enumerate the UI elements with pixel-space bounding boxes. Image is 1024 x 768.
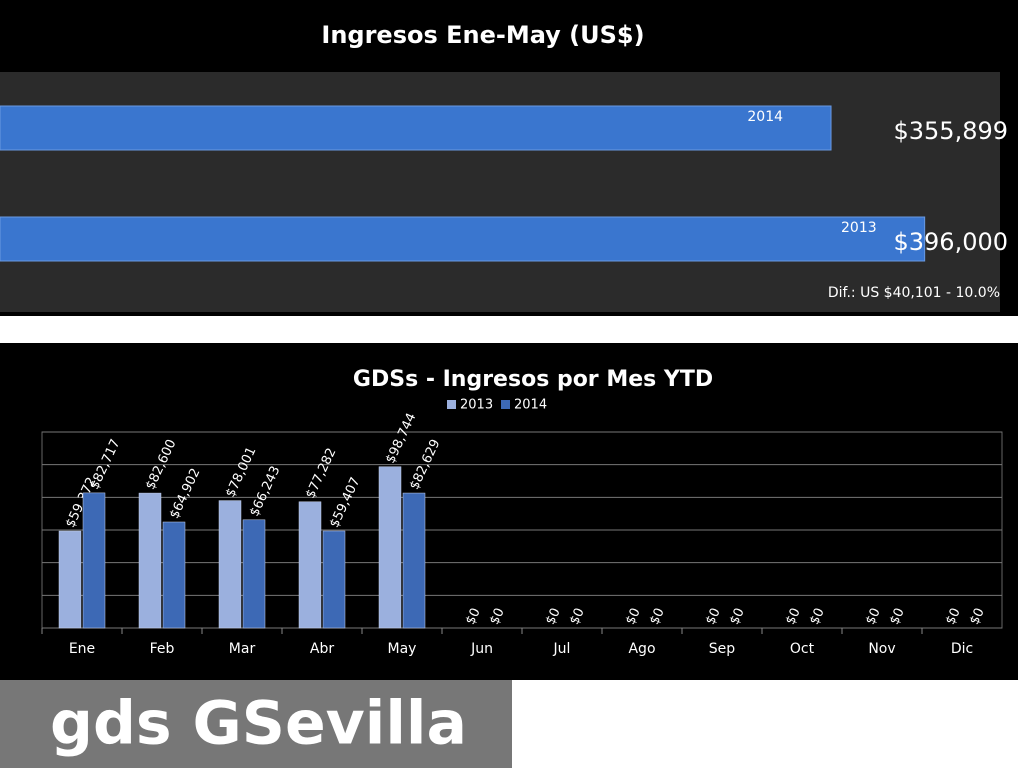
bar: [322, 530, 346, 629]
caption-box: [0, 680, 512, 768]
value-label: $0: [647, 606, 668, 627]
bar: [298, 501, 322, 629]
legend-label: 2013: [460, 398, 493, 413]
value-label: $0: [703, 606, 724, 627]
caption: gds GSevilla: [50, 689, 467, 759]
x-tick-label: Mar: [229, 641, 256, 657]
category-label: 2013: [841, 220, 877, 236]
bar: [0, 216, 926, 262]
bar: [218, 500, 242, 629]
x-tick-label: Nov: [868, 641, 895, 657]
legend-swatch: [501, 400, 510, 409]
legend-swatch: [447, 400, 456, 409]
value-label: $0: [623, 606, 644, 627]
bar: [242, 519, 266, 629]
value-label: $0: [567, 606, 588, 627]
legend-label: 2014: [514, 398, 547, 413]
value-label: $0: [887, 606, 908, 627]
bar: [402, 492, 426, 629]
value-label: $0: [807, 606, 828, 627]
x-tick-label: Ago: [628, 641, 655, 657]
x-tick-label: Sep: [709, 641, 736, 657]
x-tick-label: Dic: [951, 641, 973, 657]
x-tick-label: May: [388, 641, 417, 657]
value-label: $0: [463, 606, 484, 627]
value-label: $396,000: [893, 228, 1008, 256]
x-tick-label: Abr: [310, 641, 334, 657]
value-label: $0: [863, 606, 884, 627]
value-label: $0: [943, 606, 964, 627]
x-tick-label: Ene: [69, 641, 95, 657]
x-tick-label: Jul: [553, 641, 571, 657]
value-label: $0: [727, 606, 748, 627]
bar: [58, 530, 82, 629]
bar: [82, 492, 106, 629]
value-label: $355,899: [893, 117, 1008, 145]
x-tick-label: Feb: [150, 641, 175, 657]
value-label: $0: [487, 606, 508, 627]
x-tick-label: Oct: [790, 641, 815, 657]
bar: [138, 492, 162, 629]
bar: [162, 521, 186, 629]
chart-title: Ingresos Ene-May (US$): [321, 21, 644, 49]
bar: [378, 466, 402, 629]
category-label: 2014: [747, 109, 783, 125]
value-label: $0: [543, 606, 564, 627]
value-label: $0: [967, 606, 988, 627]
value-label: $0: [783, 606, 804, 627]
bar: [0, 105, 832, 151]
x-tick-label: Jun: [470, 641, 493, 657]
annotation: Dif.: US $40,101 - 10.0%: [828, 285, 1000, 301]
chart-title: GDSs - Ingresos por Mes YTD: [353, 367, 713, 392]
